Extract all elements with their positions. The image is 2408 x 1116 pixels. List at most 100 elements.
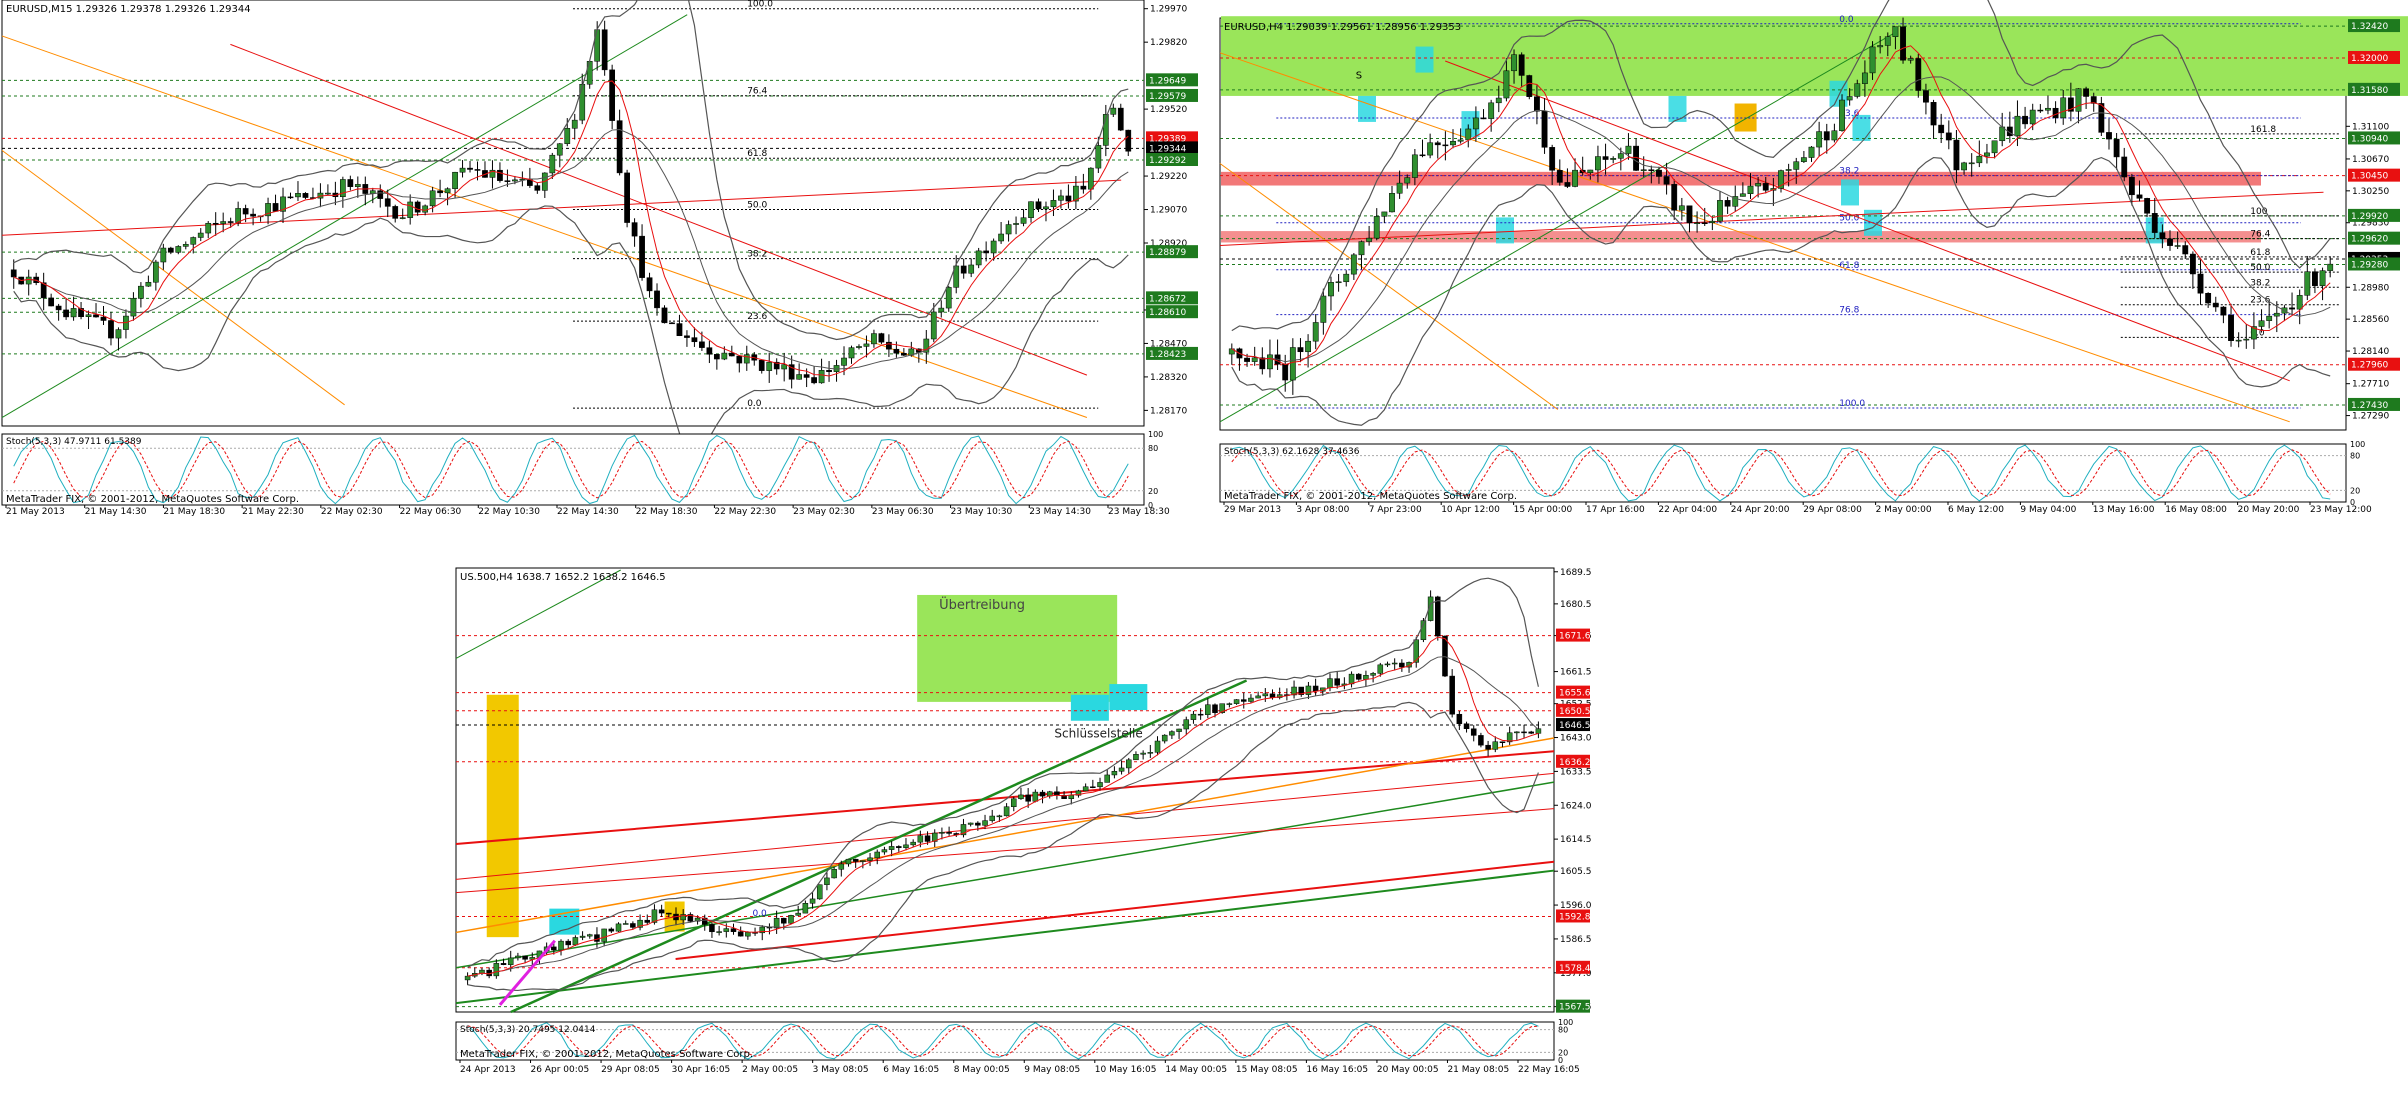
- candle-body: [2312, 271, 2318, 286]
- candle-body: [766, 361, 773, 371]
- candle-body: [227, 221, 234, 223]
- candle-body: [728, 352, 735, 357]
- axis-tick-label: 1.29830: [2352, 219, 2389, 229]
- candle-body: [1291, 686, 1297, 696]
- candle-body: [2174, 245, 2181, 247]
- candle-body: [809, 898, 816, 904]
- candle-body: [701, 917, 708, 925]
- price-label-box: [2348, 19, 2400, 33]
- candle-body: [867, 857, 873, 861]
- candle-body: [40, 282, 47, 299]
- annotation-schluesselstelle: Schlüsselstelle: [1054, 727, 1142, 741]
- candle-body: [579, 935, 586, 938]
- price-label-box: [2348, 82, 2400, 96]
- candle-body: [2235, 339, 2242, 342]
- oscillator-tick-label: 20: [1148, 487, 1158, 496]
- candle-body: [452, 171, 458, 189]
- time-label: 30 Apr 16:05: [672, 1065, 731, 1075]
- trend-line: [1219, 31, 1896, 423]
- axis-tick-label: 1680.5: [1560, 600, 1592, 610]
- fib2-level-label: 0.0: [2250, 328, 2265, 338]
- exaggeration-zone: [917, 594, 1118, 702]
- candle-body: [1823, 131, 1830, 141]
- candle-body: [1892, 26, 1899, 37]
- candle-body: [1240, 699, 1247, 702]
- candle-body: [1226, 703, 1233, 705]
- chart-eurusd-m15[interactable]: 100.0 76.4 61.8 50.0 38.2 23.6 0.0 EURUSD,M15 1…: [0, 0, 1206, 520]
- candle-body: [549, 154, 556, 174]
- price-label: 1650.5: [1559, 707, 1591, 717]
- candle-body: [1463, 723, 1470, 730]
- candle-body: [1495, 97, 1502, 104]
- price-label: 1.30940: [2351, 134, 2388, 144]
- candle-body: [773, 361, 780, 370]
- chart-eurusd-h4[interactable]: 0.0 23.6 38.2 50.0 61.8 76.8 100.0 161.8 100 76.4…: [1216, 0, 2408, 520]
- time-label: 23 May 12:00: [2310, 505, 2372, 515]
- candle-body: [881, 849, 888, 853]
- candle-body: [1126, 759, 1132, 769]
- candle-body: [615, 923, 622, 932]
- zone-red-1: [1221, 171, 2261, 186]
- candle-body: [1808, 146, 1815, 158]
- candle-body: [534, 185, 541, 191]
- candle-body: [493, 963, 500, 977]
- candle-body: [1267, 354, 1273, 370]
- candle-body: [2228, 314, 2234, 341]
- fib-level-label: 38.2: [1839, 167, 1859, 177]
- candle-body: [1104, 774, 1110, 783]
- trend-line: [455, 781, 1555, 969]
- candle-body: [197, 232, 204, 238]
- bollinger-lower: [467, 701, 1539, 992]
- candle-body: [1404, 177, 1411, 184]
- trend-line: [455, 737, 1555, 934]
- candle-body: [1678, 205, 1685, 211]
- time-label: 20 May 20:00: [2238, 505, 2300, 515]
- cyan-marker: [1841, 179, 1859, 206]
- candle-body: [1073, 185, 1079, 202]
- candle-body: [63, 309, 69, 318]
- candle-body: [1043, 206, 1049, 210]
- candle-body: [1521, 731, 1527, 734]
- time-label: 23 May 06:30: [872, 507, 934, 517]
- bollinger-upper: [467, 577, 1539, 969]
- candle-body: [1082, 786, 1089, 792]
- candle-body: [1262, 693, 1269, 697]
- candle-body: [998, 233, 1004, 242]
- price-label: 1.32000: [2351, 54, 2388, 64]
- candle-body: [414, 201, 421, 213]
- candle-body: [631, 222, 638, 237]
- candle-body: [863, 343, 870, 347]
- candle-body: [1717, 200, 1723, 222]
- candle-body: [1190, 713, 1197, 720]
- fib-level-label: 38.2: [747, 250, 767, 260]
- candle-body: [1755, 183, 1762, 187]
- candle-body: [945, 287, 952, 309]
- candle-body: [624, 172, 630, 223]
- candle-body: [924, 835, 931, 842]
- trend-line: [1445, 60, 2290, 382]
- candle-body: [1282, 364, 1289, 381]
- candle-body: [1595, 156, 1601, 171]
- candle-body: [990, 240, 997, 254]
- candle-body: [1456, 713, 1463, 724]
- price-label-box: [2348, 131, 2400, 145]
- candle-body: [1535, 728, 1542, 734]
- oscillator-header: Stoch(5,3,3) 20.7495 12.0414: [460, 1025, 596, 1035]
- candle-body: [2205, 292, 2212, 304]
- oscillator-header: Stoch(5,3,3) 62.1628 37.4636: [1224, 447, 1360, 457]
- candle-body: [1427, 596, 1434, 621]
- candle-body: [1488, 102, 1495, 119]
- candle-body: [2319, 270, 2326, 286]
- price-label: 1.31580: [2351, 86, 2388, 96]
- candle-body: [1327, 678, 1333, 689]
- candle-body: [826, 370, 832, 372]
- candle-body: [953, 265, 960, 288]
- candle-body: [347, 179, 354, 187]
- price-label-box: [1556, 754, 1590, 768]
- fib-level-label: 100.0: [1839, 399, 1865, 409]
- chart-us500-h4[interactable]: Übertreibung Schlüsselstelle 0.0 US.500,H4 …: [454, 560, 1614, 1080]
- candle-body: [1470, 728, 1477, 736]
- stoch-d-line: [1231, 449, 2331, 497]
- annotation-fib-zero: 0.0: [752, 909, 767, 919]
- trend-line: [1, 14, 688, 418]
